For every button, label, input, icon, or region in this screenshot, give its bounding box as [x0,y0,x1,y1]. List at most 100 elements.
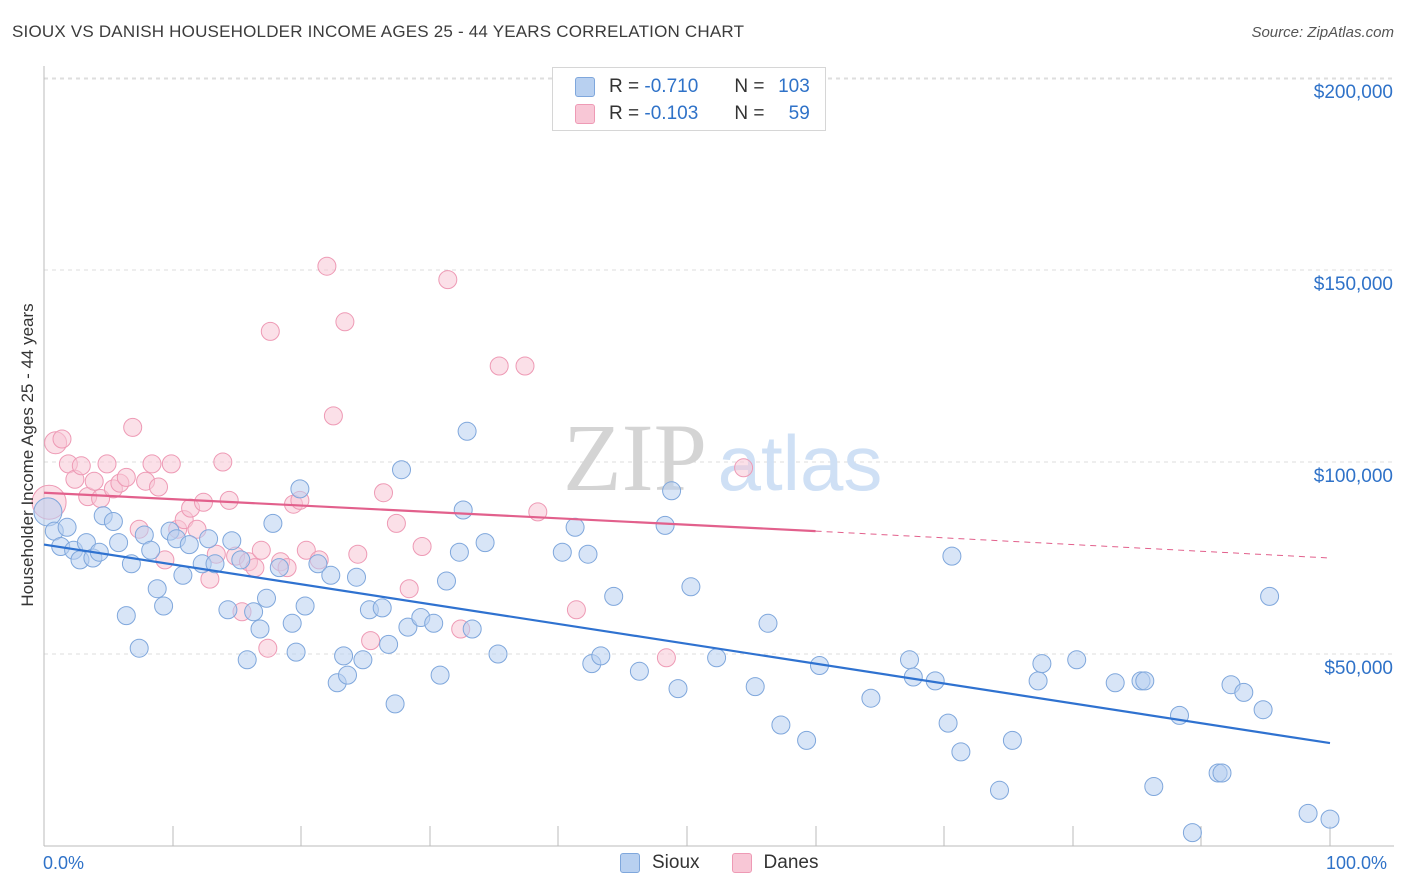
sioux-point [103,512,123,531]
danes-point [194,492,213,512]
sioux-point [1234,682,1254,702]
sioux-point [173,565,193,585]
sioux-point [1135,671,1155,691]
sioux-point [424,613,444,633]
legend-sioux-n: 103 [778,76,810,97]
sioux-point [154,596,174,616]
series-legend-sioux[interactable]: Sioux [620,852,700,874]
sioux-point [771,715,791,735]
danes-point [161,454,181,474]
sioux-point [334,646,354,666]
sioux-point [1002,730,1022,750]
danes-point [348,544,368,564]
sioux-point [263,513,283,533]
sioux-point [250,619,270,639]
sioux-point [308,554,328,574]
danes-point [386,513,406,533]
sioux-point [449,542,469,562]
sioux-point [237,650,257,670]
sioux-point [457,421,477,441]
sioux-point [552,542,572,562]
sioux-point [681,577,701,597]
sioux-point [109,533,129,553]
y-tick-labels: $50,000 $100,000 $150,000 $200,000 [1314,82,1393,679]
danes-point [361,631,381,651]
sioux-point [745,677,765,697]
danes-point [374,483,393,503]
danes-trend-line [43,491,816,533]
danes-point [399,579,419,599]
sioux-trend-line [43,543,1331,745]
sioux-point [1144,777,1164,796]
sioux-point [179,535,199,555]
danes-point [412,537,432,556]
sioux-point [321,565,341,585]
sioux-point [290,479,310,499]
sioux-point [392,460,411,480]
sioux-point [604,586,624,606]
sioux-point [379,634,399,654]
danes-point [97,454,117,474]
sioux-point [861,688,881,708]
sioux-point [662,481,682,501]
y-tick-label: $150,000 [1314,274,1393,295]
sioux-point [286,642,306,662]
sioux-point [462,619,482,639]
y-axis-label: Householder Income Ages 25 - 44 years [18,303,37,607]
danes-point [335,312,355,332]
danes-point [656,648,676,668]
sioux-point [1028,671,1048,691]
sioux-point [475,533,495,553]
danes-point [52,429,72,449]
sioux-point [990,780,1009,800]
danes-point [142,454,162,474]
sioux-point [1032,654,1052,674]
danes-point [116,467,136,487]
sioux-point [244,602,264,622]
danes-point [317,256,337,276]
sioux-point [488,644,508,664]
danes-point [323,406,343,426]
sioux-point [668,679,688,699]
sioux-point [453,500,473,520]
danes-point [296,540,316,560]
danes-point [438,270,458,290]
legend-danes-r: -0.103 [644,103,699,124]
danes-point [219,490,239,510]
danes-swatch [575,104,595,124]
danes-legend-label: Danes [763,852,819,873]
danes-point [123,417,143,437]
sioux-legend-label: Sioux [652,852,700,873]
danes-point [515,356,535,376]
danes-point [251,540,271,560]
sioux-point [269,558,289,578]
chart-title: SIOUX VS DANISH HOUSEHOLDER INCOME AGES … [12,22,745,41]
sioux-point [147,579,167,599]
series-legend: Sioux Danes [620,852,850,874]
sioux-point [257,588,276,608]
legend-row-danes: R = -0.103 N = 59 [575,101,810,127]
sioux-point [578,544,598,564]
legend-n-label: N = [734,76,765,97]
sioux-point [629,661,649,681]
sioux-point [900,650,919,670]
sioux-point [758,613,778,633]
sioux-point [437,571,456,591]
sioux-point [353,650,373,670]
sioux-point [141,540,161,560]
sioux-point [347,567,366,587]
sioux-point [1260,586,1280,606]
danes-point [149,477,168,497]
legend-r-label: R = [609,76,640,97]
trend-layer [43,491,1331,745]
sioux-point [338,665,357,685]
danes-point [489,356,509,376]
sioux-point [205,554,225,574]
danes-point [71,456,91,476]
series-legend-danes[interactable]: Danes [731,852,819,874]
y-tick-label: $100,000 [1314,466,1393,487]
sioux-point [1298,803,1318,823]
sioux-point [116,606,136,626]
sioux-point [1182,823,1202,843]
danes-point [566,600,586,620]
